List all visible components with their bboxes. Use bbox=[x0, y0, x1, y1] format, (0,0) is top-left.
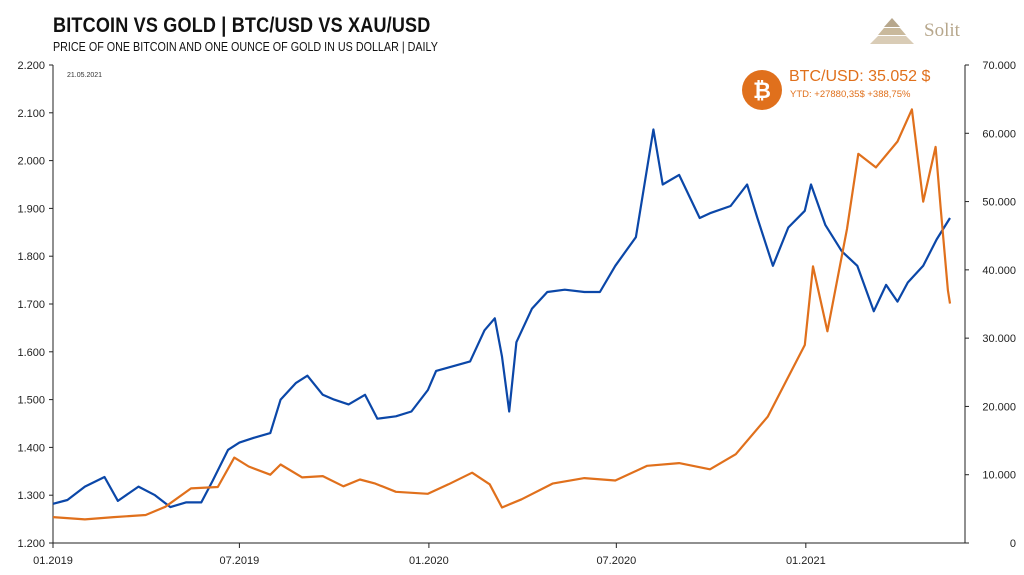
brand-name: Solit bbox=[924, 20, 960, 41]
chart-title: BITCOIN VS GOLD | BTC/USD VS XAU/USD bbox=[53, 14, 431, 37]
left-tick-label: 1.300 bbox=[17, 490, 45, 502]
x-tick-label: 01.2021 bbox=[786, 555, 826, 567]
right-tick-label: 30.000 bbox=[982, 333, 1016, 345]
left-tick-label: 1.400 bbox=[17, 442, 45, 454]
right-tick-label: 70.000 bbox=[982, 60, 1016, 72]
bitcoin-icon: ₿ bbox=[742, 70, 782, 110]
right-tick-label: 10.000 bbox=[982, 470, 1016, 482]
date-note: 21.05.2021 bbox=[67, 72, 103, 79]
x-tick-label: 01.2020 bbox=[409, 555, 449, 567]
left-tick-label: 2.000 bbox=[17, 156, 45, 168]
left-tick-label: 1.200 bbox=[17, 538, 45, 550]
chart-subtitle: PRICE OF ONE BITCOIN AND ONE OUNCE OF GO… bbox=[53, 40, 438, 54]
axes bbox=[52, 65, 966, 544]
btc-series-line bbox=[52, 108, 952, 521]
right-axis-ticks: 0 10.000 20.000 30.000 40.000 50.000 60.000 70.… bbox=[965, 60, 1016, 550]
left-tick-label: 1.600 bbox=[17, 347, 45, 359]
right-tick-label: 0 bbox=[1010, 538, 1016, 550]
left-tick-label: 1.700 bbox=[17, 299, 45, 311]
x-tick-label: 07.2020 bbox=[596, 555, 636, 567]
series-lines bbox=[52, 108, 952, 521]
right-tick-label: 60.000 bbox=[982, 128, 1016, 140]
svg-text:₿: ₿ bbox=[753, 78, 771, 103]
x-tick-label: 07.2019 bbox=[220, 555, 260, 567]
btc-ytd-label: YTD: +27880,35$ +388,75% bbox=[790, 89, 911, 100]
solit-logo-icon bbox=[870, 18, 914, 44]
gold-series-line bbox=[52, 128, 951, 509]
right-tick-label: 40.000 bbox=[982, 265, 1016, 277]
btc-price-label: BTC/USD: 35.052 $ bbox=[789, 68, 931, 85]
x-axis-ticks: 01.2019 07.2019 01.2020 07.2020 01.2021 bbox=[33, 543, 826, 567]
left-tick-label: 1.800 bbox=[17, 251, 45, 263]
left-tick-label: 2.100 bbox=[17, 108, 45, 120]
right-tick-label: 50.000 bbox=[982, 197, 1016, 209]
left-tick-label: 1.500 bbox=[17, 395, 45, 407]
left-axis-ticks: 1.200 1.300 1.400 1.500 1.600 1.700 1.800 1.900… bbox=[17, 60, 53, 550]
left-tick-label: 2.200 bbox=[17, 60, 45, 72]
x-tick-label: 01.2019 bbox=[33, 555, 73, 567]
right-tick-label: 20.000 bbox=[982, 401, 1016, 413]
left-tick-label: 1.900 bbox=[17, 203, 45, 215]
